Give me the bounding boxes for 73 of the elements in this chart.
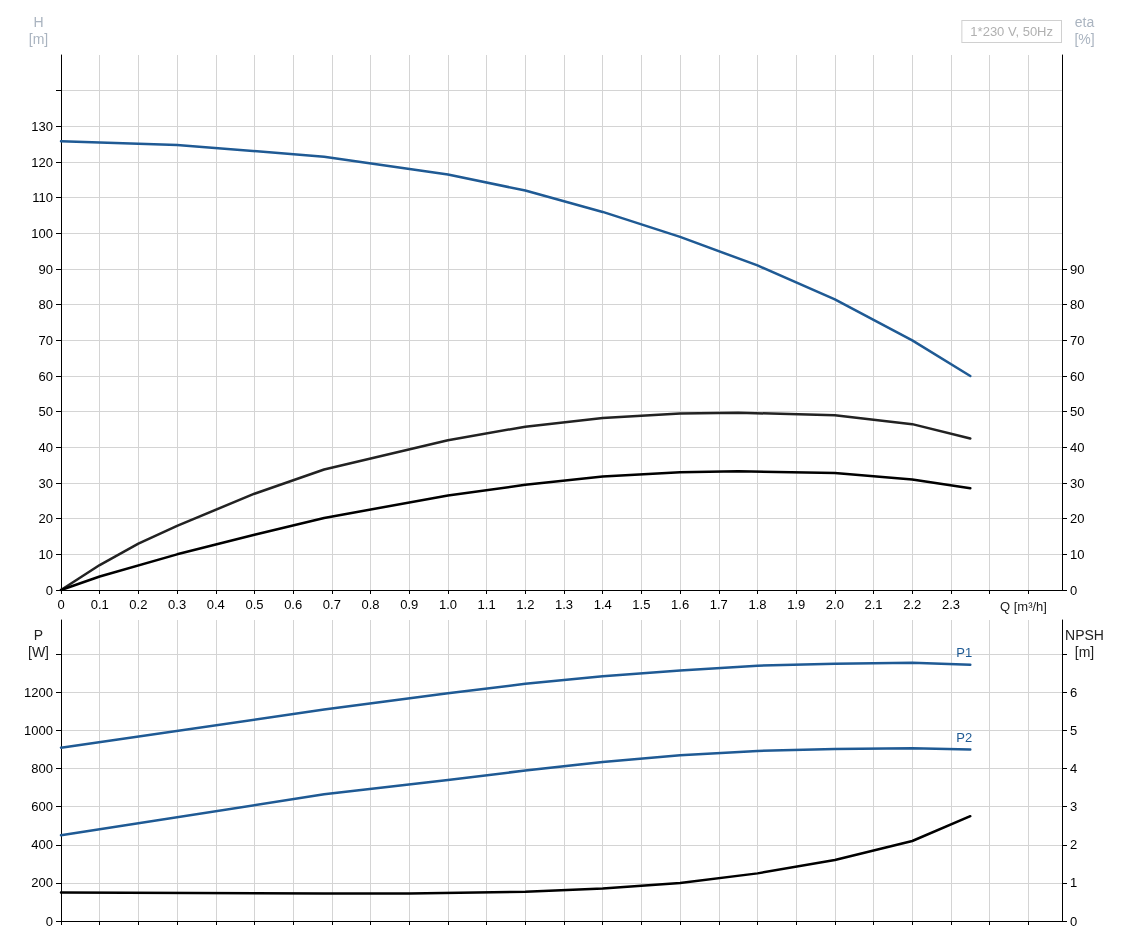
y2-axis-title: NPSH [m] xyxy=(1065,626,1104,660)
y2-tick-label: 30 xyxy=(1070,475,1085,491)
y-axis-title: P [W] xyxy=(28,626,49,660)
x-tick-label: 1.3 xyxy=(554,597,574,612)
x-tick-label: 2.1 xyxy=(864,597,883,612)
y-tick-label: 130 xyxy=(31,118,53,134)
x-tick-label: 1.1 xyxy=(477,597,496,612)
x-tick-label: 0.8 xyxy=(361,597,380,612)
y-tick-label: 40 xyxy=(38,439,53,455)
x-tick-label: 0 xyxy=(57,597,65,612)
y-tick-label: 90 xyxy=(38,261,53,277)
series-label: P1 xyxy=(956,645,973,661)
y-tick-label: 1200 xyxy=(24,684,53,700)
y-tick-label: 0 xyxy=(45,582,53,598)
y2-tick-label: 70 xyxy=(1070,332,1085,348)
y2-tick-label: 80 xyxy=(1070,297,1085,313)
y-axis-title: H [m] xyxy=(28,13,49,47)
y2-tick-label: 90 xyxy=(1070,261,1085,277)
y-tick-label: 50 xyxy=(38,404,53,420)
x-tick-label: 0.4 xyxy=(206,597,225,612)
text: 1*230 V, 50Hz xyxy=(970,24,1053,39)
x-axis-title: Q [m³/h] xyxy=(1000,599,1047,614)
x-tick-label: 0.6 xyxy=(284,597,303,612)
x-tick-label: 1.9 xyxy=(787,597,806,612)
y-tick-label: 400 xyxy=(31,837,53,853)
line-series xyxy=(59,140,972,378)
y2-tick-label: 3 xyxy=(1070,799,1078,815)
line-series xyxy=(59,746,972,837)
x-tick-label: 1.4 xyxy=(593,597,612,612)
x-tick-label: 2.2 xyxy=(903,597,922,612)
y-tick-label: 600 xyxy=(31,799,53,815)
y2-tick-label: 60 xyxy=(1070,368,1085,384)
series-label: P2 xyxy=(956,730,973,746)
y2-axis-title: eta [%] xyxy=(1074,13,1095,47)
x-tick-label: 1.7 xyxy=(709,597,728,612)
y2-tick-label: 40 xyxy=(1070,439,1085,455)
y-tick-label: 80 xyxy=(38,297,53,313)
x-tick-label: 0.1 xyxy=(90,597,109,612)
y-tick-label: 20 xyxy=(38,511,53,527)
y2-tick-label: 0 xyxy=(1070,913,1078,929)
y2-tick-label: 50 xyxy=(1070,404,1085,420)
y-tick-label: 10 xyxy=(38,546,53,562)
y-tick-label: 30 xyxy=(38,475,53,491)
x-tick-label: 0.5 xyxy=(245,597,264,612)
y2-tick-label: 6 xyxy=(1070,684,1078,700)
y2-tick-label: 4 xyxy=(1070,761,1078,777)
y2-tick-label: 1 xyxy=(1070,875,1078,891)
x-tick-label: 2.3 xyxy=(941,597,960,612)
x-tick-label: 1.6 xyxy=(671,597,690,612)
y-tick-label: 100 xyxy=(31,225,53,241)
y-tick-label: 60 xyxy=(38,368,53,384)
x-tick-label: 1.5 xyxy=(632,597,651,612)
x-tick-label: 1.8 xyxy=(748,597,767,612)
x-tick-label: 1.2 xyxy=(516,597,535,612)
x-tick-label: 1.0 xyxy=(438,597,457,612)
y-tick-label: 200 xyxy=(31,875,53,891)
y2-tick-label: 5 xyxy=(1070,722,1078,738)
y-tick-label: 120 xyxy=(31,154,53,170)
y-tick-label: 1000 xyxy=(24,722,53,738)
y2-tick-label: 20 xyxy=(1070,511,1085,527)
x-tick-label: 0.9 xyxy=(400,597,419,612)
x-tick-label: 0.2 xyxy=(129,597,148,612)
y-tick-label: 70 xyxy=(38,332,53,348)
y-tick-label: 110 xyxy=(32,190,53,206)
y2-tick-label: 10 xyxy=(1070,546,1085,562)
line-series xyxy=(59,661,972,749)
y2-tick-label: 2 xyxy=(1070,837,1078,853)
x-tick-label: 2.0 xyxy=(825,597,844,612)
x-tick-label: 0.3 xyxy=(168,597,187,612)
x-tick-label: 0.7 xyxy=(322,597,341,612)
y2-tick-label: 0 xyxy=(1070,582,1078,598)
y-tick-label: 0 xyxy=(45,913,53,929)
y-tick-label: 800 xyxy=(31,761,53,777)
